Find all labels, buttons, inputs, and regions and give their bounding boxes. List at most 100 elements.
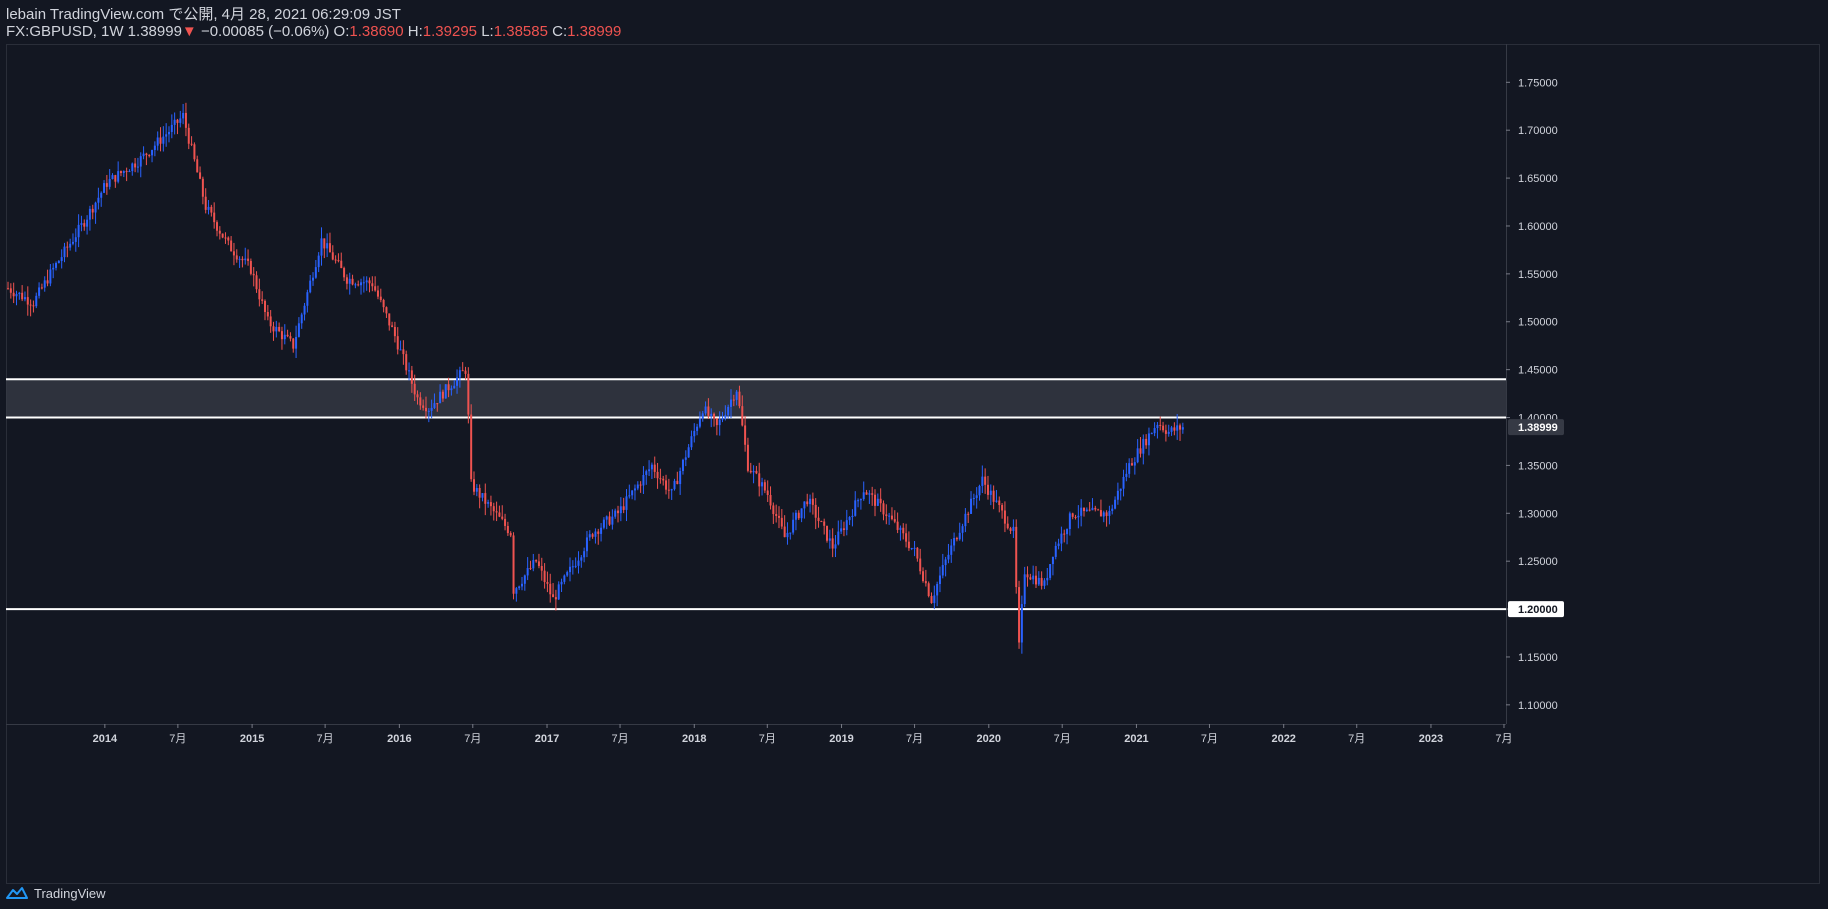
candle-body — [1099, 510, 1102, 517]
candle-body — [803, 501, 806, 509]
candle-body — [103, 183, 106, 193]
brand-name: TradingView — [34, 885, 106, 901]
candle-body — [506, 525, 509, 534]
candle-body — [365, 280, 368, 283]
x-tick-label: 7月 — [1495, 733, 1512, 745]
candle-body — [653, 464, 656, 472]
candle-body — [1023, 574, 1026, 605]
candle-body — [871, 493, 874, 495]
candle-body — [780, 517, 783, 527]
candle-body — [831, 538, 834, 549]
candle-body — [986, 484, 989, 495]
price-label-1-20-bg — [1508, 601, 1564, 618]
candle-body — [1034, 575, 1037, 585]
candle-body — [857, 500, 860, 502]
candle-body — [809, 498, 812, 505]
candle-body — [376, 290, 379, 297]
candle-body — [1125, 473, 1128, 477]
candle-body — [196, 159, 199, 173]
candle-body — [518, 586, 521, 589]
candle-body — [91, 208, 94, 213]
candle-body — [1179, 425, 1182, 430]
candle-body — [1164, 430, 1167, 434]
candle-body — [560, 581, 563, 585]
candle-body — [230, 240, 233, 252]
candle-body — [865, 492, 868, 495]
candle-body — [890, 515, 893, 520]
open-value: 1.38690 — [349, 23, 404, 40]
candle-body — [602, 519, 605, 528]
candle-body — [732, 399, 735, 401]
candle-body — [761, 482, 764, 487]
candle-body — [605, 516, 608, 520]
candle-body — [1077, 515, 1080, 518]
candle-body — [447, 384, 450, 391]
candle-body — [826, 525, 829, 541]
candle-body — [806, 501, 809, 505]
candle-body — [94, 202, 97, 213]
candle-body — [597, 531, 600, 534]
candle-body — [848, 517, 851, 521]
candle-body — [21, 292, 24, 300]
candle-body — [947, 554, 950, 560]
candle-body — [563, 575, 566, 582]
candle-body — [399, 349, 402, 351]
candle-body — [1150, 433, 1153, 435]
candle-body — [1074, 516, 1077, 518]
chart-header: lebain TradingView.com で公開, 4月 28, 2021 … — [6, 6, 621, 40]
candle-body — [628, 495, 631, 497]
candle-body — [882, 503, 885, 515]
candle-body — [326, 243, 329, 249]
candle-body — [300, 314, 303, 324]
candle-body — [1071, 513, 1074, 517]
candle-body — [696, 426, 699, 431]
candle-body — [15, 294, 18, 297]
candle-body — [902, 527, 905, 534]
candle-body — [430, 407, 433, 411]
chart-pane[interactable]: 1.75000 1.70000 1.65000 1.60000 1.55000 1.500… — [6, 44, 1820, 884]
candle-body — [264, 300, 267, 312]
candle-body — [577, 560, 580, 566]
candle-body — [656, 471, 659, 479]
last-price-label-bg — [1508, 419, 1564, 436]
candle-body — [461, 370, 464, 372]
y-tick-label: 1.25000 — [1518, 556, 1558, 568]
candle-body — [320, 238, 323, 256]
candle-body — [179, 118, 182, 123]
candle-body — [645, 471, 648, 475]
candle-body — [416, 394, 419, 398]
candle-body — [12, 292, 15, 297]
candle-body — [673, 480, 676, 490]
candle-body — [557, 584, 560, 600]
candle-body — [289, 336, 292, 339]
candle-body — [1029, 577, 1032, 580]
candle-body — [235, 255, 238, 260]
candle-body — [439, 391, 442, 404]
candle-body — [537, 561, 540, 566]
candle-body — [859, 499, 862, 501]
candle-body — [422, 405, 425, 408]
candle-body — [636, 484, 639, 489]
candle-body — [1037, 577, 1040, 585]
candle-body — [413, 383, 416, 395]
candle-body — [766, 490, 769, 495]
price-chart[interactable]: 1.75000 1.70000 1.65000 1.60000 1.55000 1.500… — [6, 44, 1820, 884]
candle-body — [526, 568, 529, 576]
candle-body — [532, 560, 535, 569]
high-label: H: — [407, 23, 423, 40]
candle-body — [975, 495, 978, 498]
candle-body — [744, 425, 747, 445]
candle-body — [283, 334, 286, 340]
y-tick-label: 1.30000 — [1518, 508, 1558, 520]
candle-body — [258, 289, 261, 300]
candle-body — [670, 489, 673, 491]
candle-body — [74, 237, 77, 242]
resistance-zone[interactable] — [6, 379, 1506, 418]
candle-body — [1040, 577, 1043, 586]
candle-body — [328, 243, 331, 253]
candle-body — [687, 447, 690, 458]
candle-body — [210, 206, 213, 213]
candle-body — [472, 479, 475, 492]
candle-body — [1159, 424, 1162, 426]
candle-body — [385, 307, 388, 314]
